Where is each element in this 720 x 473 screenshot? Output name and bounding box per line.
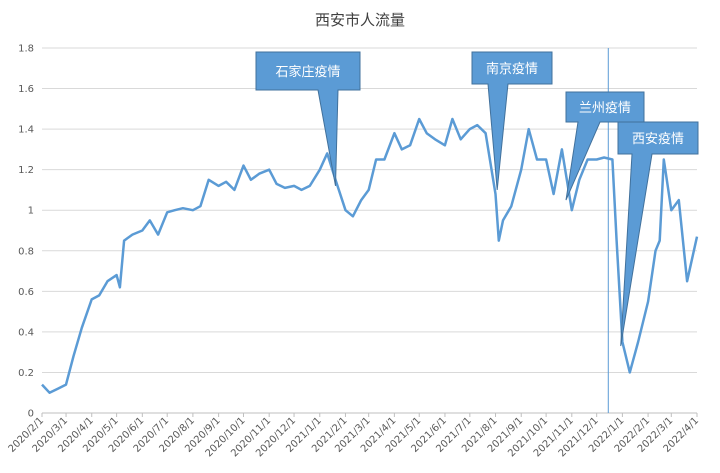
series-line [41,117,699,394]
y-tick-label: 1.2 [18,165,34,176]
callout-label: 西安疫情 [632,131,684,147]
y-tick-label: 0.8 [18,246,34,257]
y-tick-label: 1.8 [18,44,34,55]
callout-label: 石家庄疫情 [275,64,340,80]
gridlines [42,47,697,414]
chart-title: 西安市人流量 [315,11,405,29]
callout-shape [565,91,645,201]
series-line-group [41,117,699,394]
callout-shape [617,121,699,347]
y-axis: 0 0.2 0.4 0.6 0.8 1 1.2 1.4 1.6 1.8 [18,44,34,420]
y-tick-label: 1 [28,206,34,217]
callout-label: 南京疫情 [486,61,538,77]
y-tick-label: 0.2 [18,368,34,379]
y-tick-label: 1.6 [18,84,34,95]
y-tick-label: 0.4 [18,327,34,338]
y-tick-label: 0.6 [18,287,34,298]
callout-shape [471,51,553,190]
x-axis: 2020/2/12020/3/12020/4/12020/5/12020/6/1… [7,413,701,459]
y-tick-label: 1.4 [18,125,34,136]
y-tick-label: 0 [28,409,34,420]
callout-label: 兰州疫情 [579,100,631,116]
callout-shape [255,51,361,186]
